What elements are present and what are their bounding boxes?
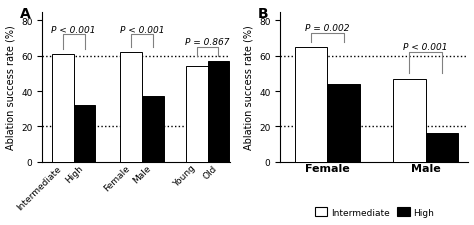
Bar xyxy=(186,67,208,162)
Bar xyxy=(426,134,458,162)
Y-axis label: Ablation success rate (%): Ablation success rate (%) xyxy=(6,25,16,149)
Y-axis label: Ablation success rate (%): Ablation success rate (%) xyxy=(244,25,254,149)
Text: P < 0.001: P < 0.001 xyxy=(120,25,164,34)
Bar xyxy=(52,55,73,162)
Text: P = 0.867: P = 0.867 xyxy=(185,38,230,47)
Bar xyxy=(120,53,142,162)
Text: A: A xyxy=(20,7,30,20)
Text: P < 0.001: P < 0.001 xyxy=(52,25,96,34)
Bar xyxy=(393,79,426,162)
Text: P = 0.002: P = 0.002 xyxy=(305,24,350,33)
Bar xyxy=(142,97,164,162)
Bar xyxy=(73,106,95,162)
Bar xyxy=(295,48,328,162)
Text: P < 0.001: P < 0.001 xyxy=(403,43,448,52)
Bar xyxy=(328,85,360,162)
Bar xyxy=(208,62,229,162)
Legend: Intermediate, High: Intermediate, High xyxy=(311,204,438,220)
Text: B: B xyxy=(258,7,268,20)
